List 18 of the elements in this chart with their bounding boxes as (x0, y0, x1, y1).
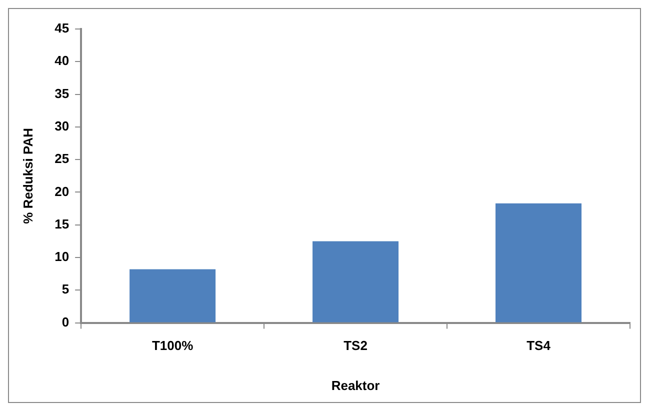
y-tick-label: 25 (54, 151, 70, 166)
y-tick-label: 30 (54, 118, 70, 134)
x-tick-label: T100% (152, 338, 194, 354)
y-tick-label: 5 (62, 282, 70, 297)
x-axis-title: Reaktor (331, 378, 380, 393)
x-tick-label: TS2 (344, 338, 368, 354)
y-tick-label: 35 (54, 86, 70, 101)
y-tick-label: 15 (54, 216, 70, 232)
bar (312, 241, 399, 322)
y-tick-label: 40 (54, 53, 70, 68)
y-axis-title: % Reduksi PAH (20, 128, 36, 224)
y-tick-label: 0 (62, 314, 70, 330)
x-tick-label: TS4 (526, 338, 552, 354)
bar (496, 203, 582, 322)
y-tick-label: 45 (54, 20, 70, 36)
y-tick-label: 10 (54, 249, 70, 264)
y-tick-label: 20 (54, 184, 70, 199)
bar (130, 269, 216, 322)
